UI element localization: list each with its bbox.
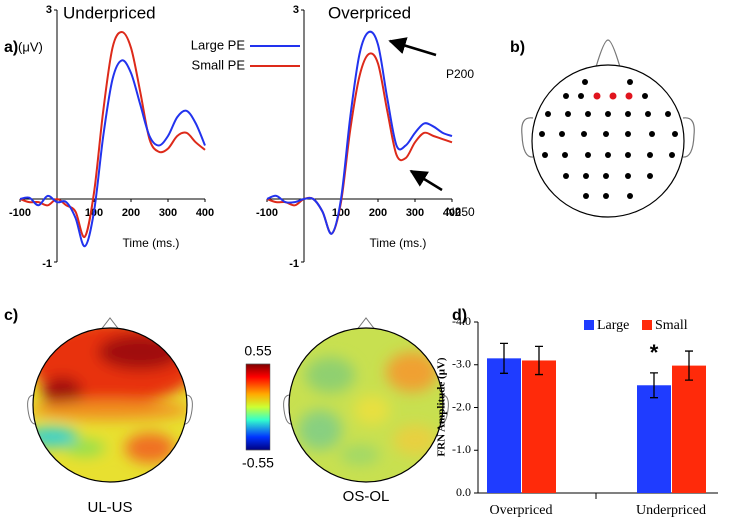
erp-line xyxy=(266,52,453,235)
panel-label: b) xyxy=(510,39,525,56)
legend-label: Large xyxy=(597,318,629,333)
map-label: OS-OL xyxy=(343,488,390,505)
annotation: * xyxy=(650,340,659,365)
y-tick-label: -2.0 xyxy=(452,399,471,413)
y-axis-label: FRN Amplitude (μV) xyxy=(436,357,448,456)
error-bar xyxy=(535,345,543,376)
x-tick-label: Overpriced xyxy=(490,503,553,518)
electrode xyxy=(627,79,633,85)
erp-line xyxy=(266,30,453,235)
error-bar xyxy=(685,350,693,381)
electrode-selected xyxy=(593,92,601,100)
x-tick-label: -100 xyxy=(256,207,278,219)
arrow xyxy=(388,37,437,57)
subplot-title: Overpriced xyxy=(328,3,411,22)
x-tick-label: -100 xyxy=(9,207,31,219)
erp-line xyxy=(19,31,206,238)
y-tick-label: -4.0 xyxy=(452,314,471,328)
electrode xyxy=(539,131,545,137)
electrode xyxy=(562,152,568,158)
annotation: P200 xyxy=(446,67,474,81)
electrode xyxy=(563,173,569,179)
y-tick-label: 3 xyxy=(46,4,52,16)
topomap-left xyxy=(27,317,193,483)
x-tick-label: 200 xyxy=(369,207,387,219)
map-label: UL-US xyxy=(87,499,132,516)
subplot-title: Underpriced xyxy=(63,3,156,22)
electrode xyxy=(583,173,589,179)
x-tick-label: 400 xyxy=(196,207,214,219)
y-tick-label: -3.0 xyxy=(452,357,471,371)
x-tick-label: 400 xyxy=(443,207,461,219)
panel-label: a) xyxy=(4,39,18,56)
x-tick-label: Underpriced xyxy=(636,503,706,518)
electrode xyxy=(647,173,653,179)
colorbar-label: -0.55 xyxy=(242,455,274,471)
head-diagram xyxy=(521,39,695,218)
error-bar xyxy=(500,342,508,374)
electrode xyxy=(645,111,651,117)
error-bar xyxy=(650,372,658,399)
y-axis-label: (μV) xyxy=(18,39,43,54)
electrode xyxy=(583,193,589,199)
erp-line xyxy=(19,59,206,248)
legend-label: Large PE xyxy=(191,37,246,52)
electrode xyxy=(585,111,591,117)
x-axis-label: Time (ms.) xyxy=(370,236,427,250)
electrode xyxy=(565,111,571,117)
electrode xyxy=(582,79,588,85)
electrode xyxy=(605,111,611,117)
electrode xyxy=(585,152,591,158)
y-tick-label: 0.0 xyxy=(456,485,471,499)
electrode xyxy=(627,193,633,199)
panel-label: c) xyxy=(4,307,18,324)
x-tick-label: 300 xyxy=(159,207,177,219)
electrode xyxy=(625,152,631,158)
x-tick-label: 300 xyxy=(406,207,424,219)
electrode xyxy=(649,131,655,137)
panel-label: d) xyxy=(452,307,467,324)
electrode-selected xyxy=(625,92,633,100)
electrode xyxy=(672,131,678,137)
x-tick-label: 200 xyxy=(122,207,140,219)
colorbar-label: 0.55 xyxy=(244,343,271,359)
bar xyxy=(522,360,556,493)
colorbar xyxy=(245,363,271,451)
electrode xyxy=(545,111,551,117)
y-tick-label: -1.0 xyxy=(452,442,471,456)
topomap-right xyxy=(283,317,449,483)
y-tick-label: -1 xyxy=(42,258,52,270)
electrode xyxy=(542,152,548,158)
bar xyxy=(672,365,706,493)
electrode xyxy=(603,193,609,199)
electrode xyxy=(642,93,648,99)
electrode xyxy=(603,131,609,137)
electrode xyxy=(669,152,675,158)
electrode xyxy=(578,93,584,99)
arrow xyxy=(409,169,443,192)
electrode-selected xyxy=(609,92,617,100)
electrode xyxy=(563,93,569,99)
electrode xyxy=(559,131,565,137)
y-tick-label: -1 xyxy=(289,258,299,270)
legend-swatch xyxy=(584,320,594,330)
legend-label: Small PE xyxy=(192,57,246,72)
legend-swatch xyxy=(642,320,652,330)
electrode xyxy=(603,173,609,179)
electrode xyxy=(625,111,631,117)
y-tick-label: 3 xyxy=(293,4,299,16)
electrode xyxy=(605,152,611,158)
electrode xyxy=(625,173,631,179)
legend-label: Small xyxy=(655,318,688,333)
electrode xyxy=(647,152,653,158)
annotation: N250 xyxy=(446,205,475,219)
electrode xyxy=(625,131,631,137)
bar xyxy=(487,358,521,493)
bar xyxy=(637,385,671,493)
x-tick-label: 100 xyxy=(332,207,350,219)
x-axis-label: Time (ms.) xyxy=(123,236,180,250)
electrode xyxy=(581,131,587,137)
electrode xyxy=(665,111,671,117)
